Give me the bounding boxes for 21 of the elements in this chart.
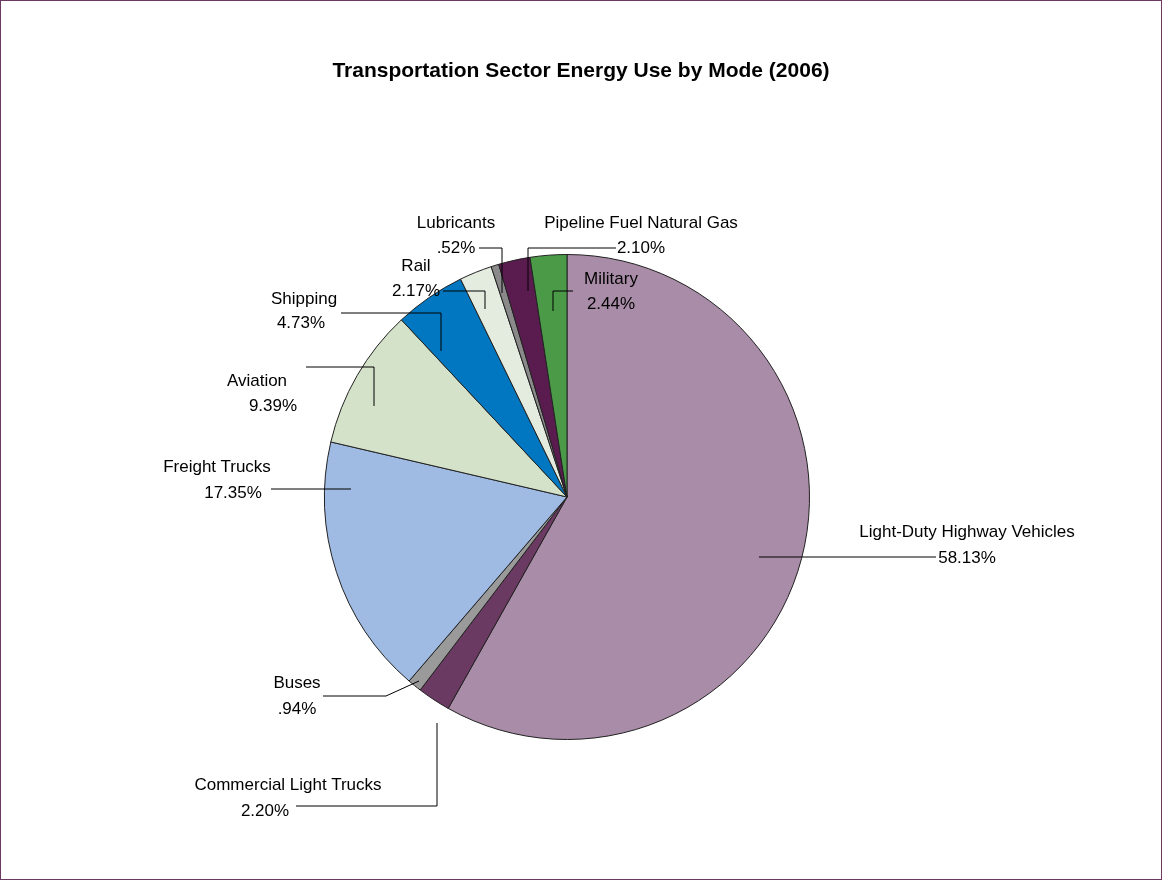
slice-label: Pipeline Fuel Natural Gas bbox=[544, 212, 738, 232]
slice-label: Rail bbox=[401, 255, 431, 275]
slice-label: Lubricants bbox=[416, 212, 496, 232]
slice-label: Shipping bbox=[270, 288, 338, 308]
data-label: 17.35% bbox=[204, 482, 262, 502]
data-label: .94% bbox=[277, 698, 317, 718]
slice-label: Aviation bbox=[226, 370, 288, 390]
slice-label: Freight Trucks bbox=[163, 456, 271, 476]
chart-title: Transportation Sector Energy Use by Mode (2006) bbox=[332, 57, 830, 81]
slice-label: Commercial Light Trucks bbox=[194, 774, 382, 794]
data-label: 2.44% bbox=[586, 293, 636, 313]
data-label: 2.10% bbox=[616, 237, 666, 257]
slice-label: Light-Duty Highway Vehicles bbox=[859, 521, 1075, 541]
data-label: 2.20% bbox=[240, 800, 290, 820]
slice-label: Buses bbox=[273, 672, 321, 692]
data-label: 4.73% bbox=[276, 312, 326, 332]
data-label: 2.17% bbox=[391, 280, 441, 300]
data-label: 58.13% bbox=[938, 547, 996, 567]
data-label: .52% bbox=[436, 237, 476, 257]
data-label: 9.39% bbox=[248, 395, 298, 415]
slice-label: Military bbox=[584, 268, 639, 288]
